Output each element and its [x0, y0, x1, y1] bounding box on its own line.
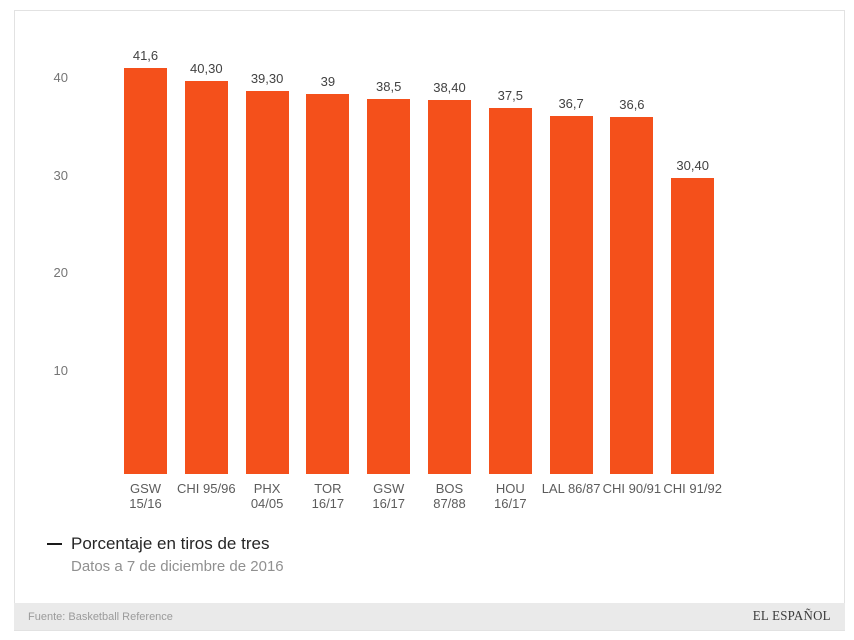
legend-label: Porcentaje en tiros de tres	[71, 534, 270, 553]
chart-subtitle: Datos a 7 de diciembre de 2016	[71, 558, 284, 575]
bar	[306, 93, 350, 474]
bar-value-label: 41,6	[132, 48, 159, 64]
legend: Porcentaje en tiros de tres	[47, 534, 269, 554]
x-axis-label: PHX 04/05	[250, 481, 284, 511]
bar-value-label: 37,5	[497, 88, 523, 104]
bar-value-label: 38,5	[376, 78, 402, 94]
bar	[488, 108, 532, 474]
bar	[610, 117, 654, 474]
bar-value-label: 38,40	[433, 79, 466, 95]
y-axis-label: 10	[53, 362, 68, 378]
source-credit: Fuente: Basketball Reference	[28, 610, 173, 623]
bar-value-label: 39	[320, 73, 336, 89]
x-axis-label: BOS 87/88	[433, 481, 466, 511]
legend-dash-icon	[47, 543, 62, 545]
x-axis-label: CHI 95/96	[177, 481, 236, 496]
y-axis-label: 20	[53, 265, 68, 280]
y-axis-label: 30	[53, 167, 68, 183]
bar	[245, 90, 289, 474]
footer-bar: Fuente: Basketball Reference EL ESPAÑOL	[14, 603, 845, 630]
x-axis-label: GSW 15/16	[129, 481, 162, 511]
plot-area: 10 20 30 40 41,6 GSW 15/16 40,30 CHI 95/96 39,30 P…	[15, 11, 844, 531]
x-axis-label: LAL 86/87	[541, 481, 601, 496]
x-axis-label: GSW 16/17	[372, 481, 405, 511]
bar	[367, 98, 411, 474]
bar	[549, 116, 593, 474]
bar	[184, 81, 228, 474]
x-axis-label: TOR 16/17	[311, 481, 345, 511]
chart-card: 10 20 30 40 41,6 GSW 15/16 40,30 CHI 95/96 39,30 P…	[14, 10, 845, 631]
bar-value-label: 36,7	[558, 96, 584, 112]
brand-logo: EL ESPAÑOL	[752, 608, 831, 624]
bar-value-label: 36,6	[619, 97, 645, 113]
x-axis-label: HOU 16/17	[494, 481, 527, 511]
bar	[124, 68, 167, 474]
bar-value-label: 30,40	[676, 157, 709, 173]
bar-value-label: 39,30	[250, 70, 284, 86]
bar	[428, 99, 471, 474]
bar-value-label: 40,30	[190, 61, 223, 77]
x-axis-label: CHI 91/92	[663, 481, 722, 496]
bar	[671, 177, 715, 474]
y-axis-label: 40	[53, 70, 68, 85]
x-axis-label: CHI 90/91	[602, 481, 662, 496]
